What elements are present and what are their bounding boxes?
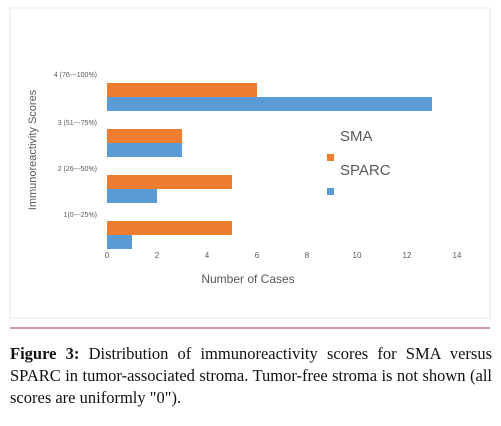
caption: Figure 3: Distribution of immunoreactivi… (10, 343, 492, 409)
bar (107, 189, 157, 203)
y-tick-label: 1(0---25%) (64, 212, 97, 219)
bar (107, 175, 232, 189)
legend-swatch (327, 188, 334, 195)
x-tick-label: 14 (453, 251, 462, 260)
caption-text: Distribution of immunoreactivity scores … (10, 344, 493, 407)
y-tick-label: 2 (26---50%) (58, 166, 97, 173)
bar (107, 83, 257, 97)
x-tick-label: 2 (155, 251, 160, 260)
chart: Immunoreactivity Scores Number of Cases … (9, 7, 491, 329)
legend-swatch (327, 154, 334, 161)
x-axis-title: Number of Cases (201, 272, 294, 286)
bar (107, 143, 182, 157)
legend-label: SPARC (340, 162, 391, 179)
x-tick-label: 0 (105, 251, 110, 260)
x-tick-label: 10 (353, 251, 362, 260)
x-tick-label: 4 (205, 251, 210, 260)
y-tick-label: 4 (76---100%) (54, 72, 97, 79)
y-axis-title: Immunoreactivity Scores (27, 89, 39, 210)
bar (107, 235, 132, 249)
caption-label: Figure 3: (10, 344, 80, 363)
y-tick-label: 3 (51---75%) (58, 120, 97, 127)
x-tick-label: 8 (305, 251, 310, 260)
bar (107, 221, 232, 235)
bar (107, 97, 432, 111)
legend-label: SMA (340, 128, 373, 145)
chart-frame (9, 7, 491, 319)
bar (107, 129, 182, 143)
x-tick-label: 12 (403, 251, 412, 260)
x-tick-label: 6 (255, 251, 260, 260)
